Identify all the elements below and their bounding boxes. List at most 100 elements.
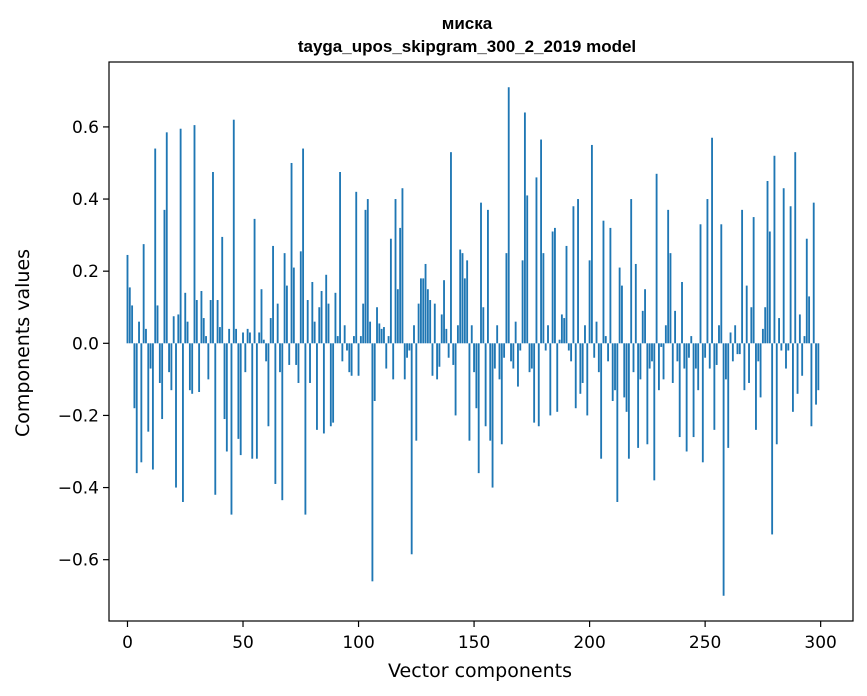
bar-233 [664, 325, 667, 344]
bar-70 [288, 343, 291, 365]
bar-234 [667, 209, 670, 344]
bar-10 [149, 343, 152, 369]
bar-192 [570, 343, 573, 362]
bar-110 [380, 328, 383, 344]
bar-215 [623, 343, 626, 398]
bars-group [126, 87, 820, 596]
bar-100 [357, 343, 360, 376]
bar-217 [627, 343, 630, 459]
bar-11 [151, 343, 154, 470]
bar-238 [676, 343, 679, 362]
bar-158 [491, 343, 494, 488]
bar-125 [415, 343, 418, 441]
bar-226 [648, 343, 651, 369]
bar-127 [420, 278, 422, 344]
bar-3 [133, 343, 136, 409]
bar-222 [639, 343, 642, 380]
x-tick-label: 250 [689, 633, 721, 653]
bar-63 [272, 245, 274, 344]
bar-290 [796, 343, 799, 394]
bar-194 [574, 343, 577, 409]
bar-180 [542, 253, 545, 344]
bar-165 [507, 87, 510, 344]
bar-243 [688, 343, 690, 358]
bar-124 [413, 325, 415, 344]
bar-246 [694, 343, 697, 369]
x-tick-label: 50 [232, 633, 254, 653]
bar-107 [373, 343, 376, 401]
x-tick-label: 100 [342, 633, 374, 653]
bar-113 [387, 336, 390, 344]
x-tick-label: 300 [804, 633, 836, 653]
bar-141 [452, 343, 455, 365]
bar-295 [808, 296, 811, 344]
bar-247 [697, 343, 700, 391]
bar-75 [299, 251, 302, 344]
bar-248 [699, 224, 702, 344]
bar-272 [755, 343, 757, 430]
bar-5 [138, 321, 140, 344]
bar-38 [214, 343, 217, 495]
bar-257 [720, 224, 723, 344]
bar-37 [212, 172, 214, 344]
bar-42 [223, 343, 226, 420]
bar-13 [156, 305, 159, 344]
bar-267 [743, 343, 746, 391]
bar-176 [533, 343, 536, 423]
bar-231 [660, 343, 663, 347]
bar-224 [644, 289, 646, 344]
bar-292 [801, 343, 804, 376]
bar-186 [556, 343, 559, 412]
bar-283 [780, 343, 783, 351]
bar-83 [318, 307, 321, 344]
bar-84 [320, 291, 323, 344]
bar-157 [489, 343, 492, 441]
bar-284 [782, 188, 785, 344]
bar-48 [237, 343, 240, 439]
bar-31 [198, 343, 201, 392]
bar-163 [503, 343, 506, 358]
bar-220 [634, 263, 637, 344]
bar-30 [195, 300, 198, 344]
bar-32 [200, 291, 203, 344]
bar-196 [579, 343, 582, 394]
bar-97 [350, 343, 353, 376]
bar-93 [341, 343, 344, 362]
bar-109 [378, 323, 381, 344]
bar-128 [422, 278, 425, 344]
bar-202 [593, 343, 596, 358]
bar-9 [147, 343, 150, 432]
bar-129 [424, 263, 427, 344]
bar-191 [567, 343, 570, 351]
bar-26 [186, 321, 189, 344]
bar-260 [727, 343, 730, 448]
bar-223 [641, 310, 644, 344]
bar-263 [734, 325, 737, 344]
bar-239 [678, 343, 681, 438]
bar-156 [487, 209, 489, 344]
bar-178 [537, 343, 540, 427]
bar-53 [249, 332, 251, 344]
bar-201 [590, 144, 593, 344]
bar-297 [812, 202, 815, 344]
bar-74 [297, 343, 300, 383]
bar-164 [505, 253, 508, 344]
bar-36 [209, 300, 212, 344]
bar-137 [443, 280, 445, 344]
bar-135 [438, 343, 441, 367]
bar-190 [565, 245, 568, 344]
bar-12 [154, 148, 157, 344]
bar-68 [283, 253, 286, 344]
bar-146 [463, 278, 466, 344]
bar-296 [810, 343, 813, 427]
y-tick-label: 0.0 [72, 334, 99, 354]
bar-14 [158, 343, 161, 383]
bar-216 [625, 343, 628, 412]
bar-261 [729, 332, 732, 344]
bar-166 [510, 343, 512, 362]
bar-235 [669, 253, 672, 344]
bar-237 [674, 310, 677, 344]
x-tick-label: 200 [573, 633, 605, 653]
bar-187 [558, 339, 561, 344]
bar-271 [752, 217, 755, 344]
